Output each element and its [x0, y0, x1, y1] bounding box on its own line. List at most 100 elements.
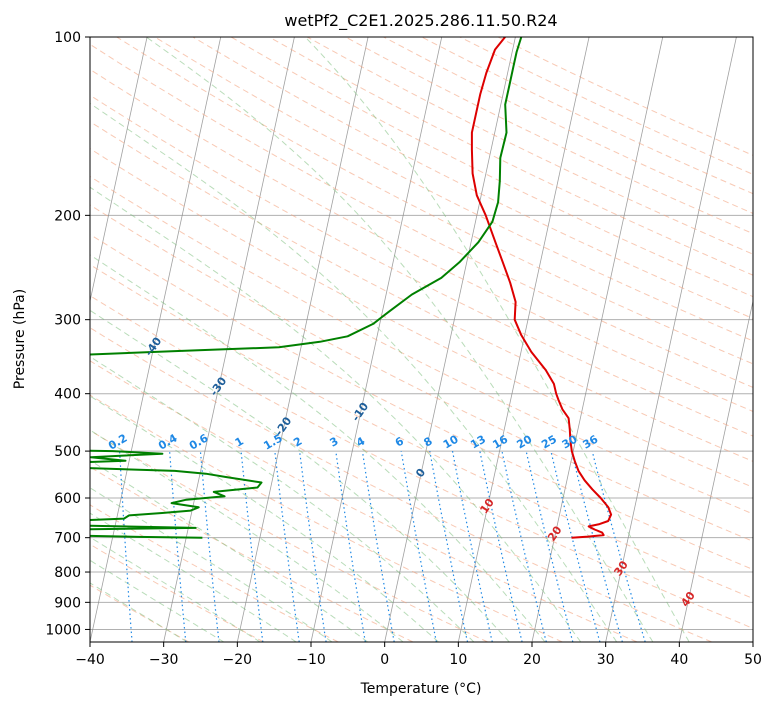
mixing-ratio-label: 6	[393, 434, 406, 449]
moist-adiabat	[90, 559, 225, 642]
dry-adiabat	[90, 360, 638, 642]
dewpoint-line	[90, 37, 523, 539]
dry-adiabat	[116, 37, 753, 365]
series-layer	[90, 37, 613, 539]
mixing-ratio-label: 4	[354, 434, 367, 449]
mixing-ratio-line	[400, 450, 437, 642]
dry-adiabat	[230, 37, 753, 298]
isotherm-line	[0, 37, 73, 642]
dry-adiabat	[90, 233, 753, 571]
isotherm-line	[605, 37, 737, 642]
mixing-ratio-line	[550, 450, 601, 642]
mixing-ratio-line	[570, 450, 623, 642]
mixing-ratio-label: 2	[291, 435, 304, 450]
mixing-ratio-line	[199, 451, 220, 642]
moist-adiabat	[90, 395, 439, 642]
dry-adiabat	[90, 295, 753, 629]
moist-adiabat	[90, 582, 188, 642]
isotherm-line	[531, 37, 664, 642]
isotherm-line	[678, 299, 753, 642]
dry-adiabat	[307, 37, 753, 255]
moist-adiabat	[90, 356, 475, 642]
dry-adiabat	[90, 121, 753, 462]
dry-adiabat	[90, 543, 264, 642]
isotherm-label: -30	[207, 374, 229, 398]
y-tick-label: 400	[54, 387, 81, 403]
y-tick-label: 900	[54, 595, 81, 611]
dry-adiabat	[90, 264, 753, 600]
mixing-ratio-line	[479, 450, 523, 642]
grid-layer	[90, 37, 753, 630]
mixing-ratio-label: 1	[233, 435, 246, 450]
mixing-ratio-line	[361, 451, 395, 642]
mixing-ratio-label: 0.4	[156, 431, 180, 452]
isotherm-label: 40	[678, 589, 698, 609]
isotherm-line	[236, 37, 369, 642]
moist-adiabat	[90, 102, 618, 642]
y-tick-label: 700	[54, 531, 81, 547]
moist-adiabat	[90, 536, 261, 642]
moist-adiabat	[90, 459, 368, 642]
y-tick-label: 500	[54, 444, 81, 460]
isotherm-label: 10	[477, 496, 497, 516]
x-axis-label: Temperature (°C)	[360, 681, 482, 697]
mixing-ratio-line	[240, 451, 264, 642]
mixing-ratio-line	[335, 451, 366, 642]
isotherm-line	[163, 37, 295, 642]
x-tick-label: −20	[223, 652, 253, 668]
x-tick-label: 30	[597, 652, 615, 668]
x-tick-label: −10	[296, 652, 326, 668]
isotherm-line	[384, 37, 516, 642]
x-tick-label: 10	[449, 652, 467, 668]
mixing-ratio-label: 0.2	[106, 432, 129, 453]
mixing-ratio-line	[451, 450, 493, 642]
moist-adiabat	[90, 254, 546, 642]
y-tick-label: 300	[54, 313, 81, 329]
mixing-ratio-label: 36	[581, 432, 601, 451]
mixing-ratio-label: 10	[441, 432, 461, 451]
plot-frame	[89, 36, 754, 643]
temperature-line	[470, 37, 613, 539]
dry-adiabat	[383, 37, 753, 214]
x-tick-label: 40	[670, 652, 688, 668]
mixing-ratio-line	[169, 451, 187, 642]
moist-adiabat	[304, 37, 690, 642]
axes-layer: −40 −30 −20 −10 0 10 20 30 40 5010020030040050060…	[45, 30, 762, 668]
dry-adiabat	[90, 175, 753, 515]
isotherm-line	[752, 640, 753, 642]
mixing-ratio-line	[274, 451, 300, 642]
isotherm-label: 0	[413, 466, 428, 480]
dry-adiabat	[90, 94, 753, 437]
x-tick-label: 50	[744, 652, 762, 668]
y-tick-label: 600	[54, 491, 81, 507]
x-tick-label: 0	[380, 652, 389, 668]
x-tick-label: −40	[75, 652, 105, 668]
x-tick-label: 20	[523, 652, 541, 668]
dry-adiabat	[90, 327, 712, 642]
mixing-ratio-line	[501, 450, 547, 642]
moist-adiabat	[90, 487, 333, 642]
chart-title: wetPf2_C2E1.2025.286.11.50.R24	[284, 11, 557, 31]
y-tick-label: 1000	[45, 622, 81, 638]
dry-adiabat	[90, 204, 753, 542]
dry-adiabat	[154, 37, 753, 342]
mixing-ratio-line	[299, 451, 327, 642]
moist-adiabat	[90, 429, 404, 642]
dry-adiabat	[90, 466, 414, 642]
mixing-ratio-line	[119, 451, 133, 642]
mixing-ratio-line	[429, 450, 469, 642]
moist-adiabat	[90, 186, 582, 642]
dry-adiabat	[421, 37, 753, 195]
mixing-ratio-label: 16	[490, 432, 510, 451]
isotherm-line	[90, 37, 222, 642]
background-lines	[0, 37, 753, 642]
y-tick-label: 800	[54, 565, 81, 581]
mixing-ratio-label: 25	[539, 433, 559, 452]
mixing-ratio-line	[525, 450, 574, 642]
dry-adiabat	[90, 504, 339, 642]
y-tick-label: 200	[54, 208, 81, 224]
isotherm-line	[90, 37, 148, 303]
dry-adiabat	[497, 37, 753, 156]
dry-adiabat	[90, 584, 190, 642]
